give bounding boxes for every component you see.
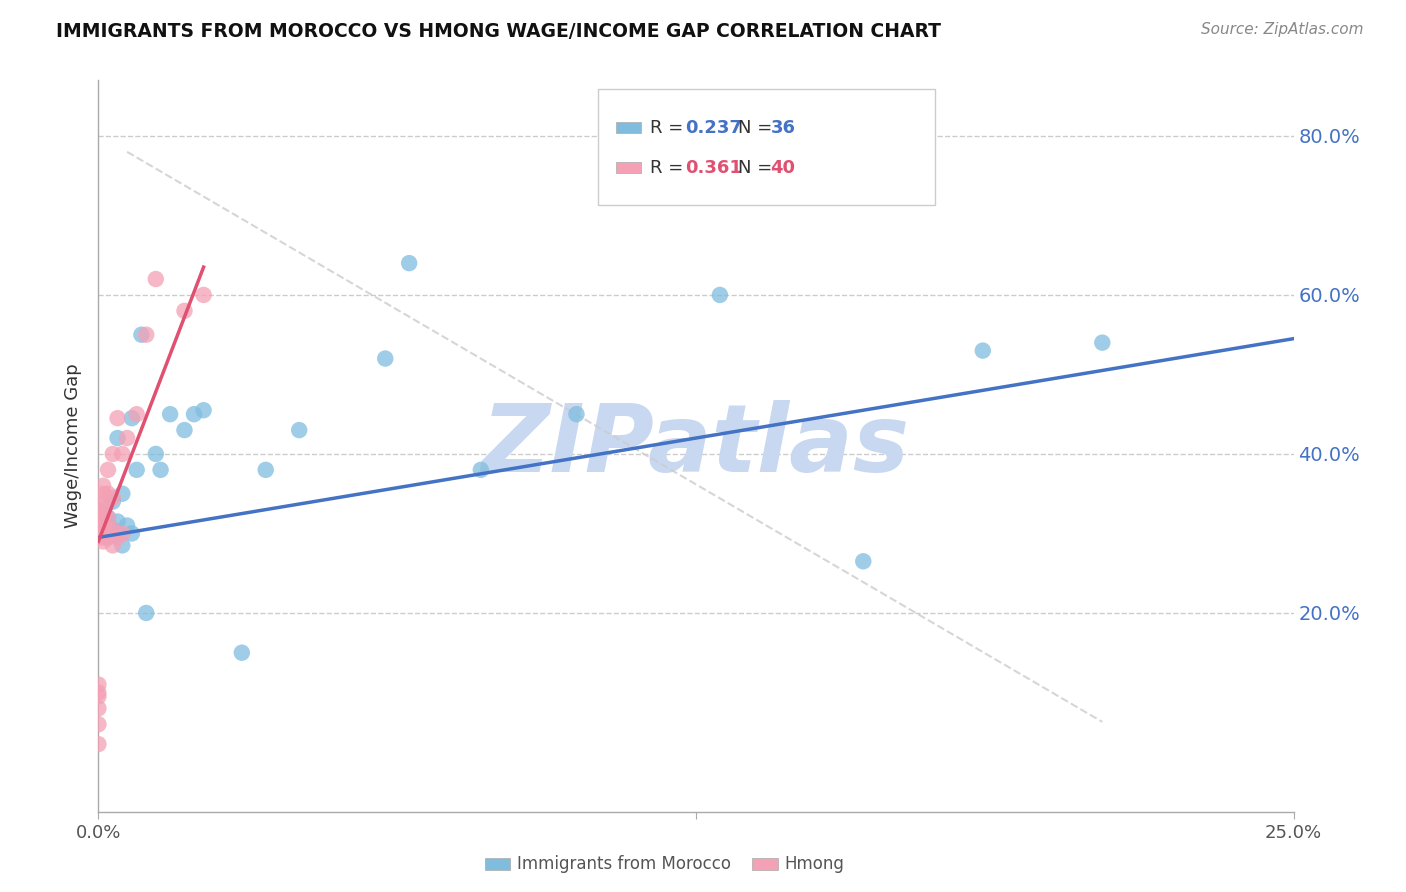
Point [852,554,875,568]
Point [91,534,114,549]
Point [91,515,114,529]
Point [91,518,114,533]
Point [91,486,114,500]
Point [173,423,195,437]
Text: 36: 36 [770,119,796,136]
Point [972,343,994,358]
Point [97,530,120,544]
Point [231,646,253,660]
Point [173,303,195,318]
Text: 0.237: 0.237 [685,119,741,136]
Point [91,526,114,541]
Point [87,701,110,715]
Point [193,288,215,302]
Point [91,523,114,537]
Point [111,447,134,461]
Point [183,407,205,421]
Point [87,717,110,731]
Point [101,538,124,552]
Point [87,510,110,524]
Point [87,530,110,544]
Text: 40: 40 [770,159,796,177]
Point [135,606,157,620]
Point [115,431,138,445]
Point [87,502,110,516]
Point [107,526,129,541]
Point [565,407,588,421]
Text: N =: N = [738,119,778,136]
Text: R =: R = [650,119,689,136]
Point [87,518,110,533]
Point [125,407,148,421]
Point [111,538,134,552]
Point [101,491,124,505]
Point [111,526,134,541]
Point [91,479,114,493]
Point [91,530,114,544]
Point [91,502,114,516]
Point [97,523,120,537]
Text: N =: N = [738,159,778,177]
Point [709,288,731,302]
Point [374,351,396,366]
Point [91,526,114,541]
Point [145,447,167,461]
Point [87,737,110,751]
Text: 0.361: 0.361 [685,159,741,177]
Point [101,523,124,537]
Point [149,463,172,477]
Point [91,494,114,508]
Point [87,677,110,691]
Point [97,486,120,500]
Point [87,685,110,699]
Point [193,403,215,417]
Point [254,463,277,477]
Text: R =: R = [650,159,689,177]
Point [135,327,157,342]
Point [101,494,124,508]
Point [87,523,110,537]
Point [145,272,167,286]
Point [121,411,143,425]
Point [107,530,129,544]
Point [1091,335,1114,350]
Point [111,486,134,500]
Point [107,411,129,425]
Y-axis label: Wage/Income Gap: Wage/Income Gap [65,364,83,528]
Point [101,447,124,461]
Point [115,518,138,533]
Point [87,690,110,704]
Point [107,431,129,445]
Point [97,510,120,524]
Point [97,530,120,544]
Point [398,256,420,270]
Point [121,526,143,541]
Point [288,423,311,437]
Point [97,510,120,524]
Text: IMMIGRANTS FROM MOROCCO VS HMONG WAGE/INCOME GAP CORRELATION CHART: IMMIGRANTS FROM MOROCCO VS HMONG WAGE/IN… [56,22,941,41]
Point [91,507,114,521]
Text: ZIPatlas: ZIPatlas [482,400,910,492]
Point [470,463,492,477]
Text: Immigrants from Morocco: Immigrants from Morocco [517,855,731,873]
Point [97,463,120,477]
Text: Source: ZipAtlas.com: Source: ZipAtlas.com [1201,22,1364,37]
Point [91,510,114,524]
Point [125,463,148,477]
Text: Hmong: Hmong [785,855,845,873]
Point [159,407,181,421]
Point [101,523,124,537]
Point [107,515,129,529]
Point [131,327,153,342]
Point [97,518,120,533]
